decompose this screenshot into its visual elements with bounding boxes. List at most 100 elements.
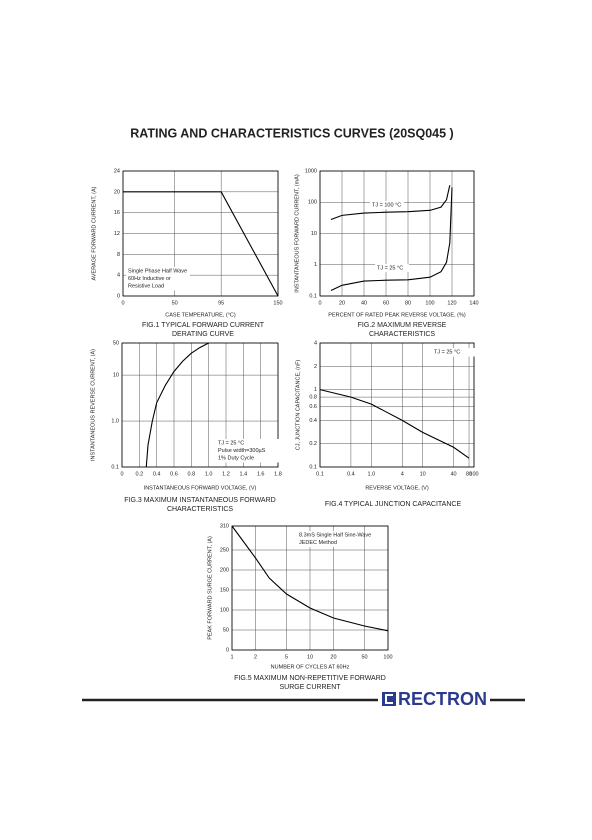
plot-frame <box>231 525 389 651</box>
annotation-bg <box>216 439 280 463</box>
x-axis-label: PERCENT OF RATED PEAK REVERSE VOLTAGE, (… <box>328 312 466 318</box>
plot-frame <box>319 170 475 297</box>
figure-caption: FIG.5 MAXIMUM NON-REPETITIVE FORWARD <box>234 675 386 682</box>
y-tick-label: 0.1 <box>111 464 119 470</box>
x-tick-label: 100 <box>469 471 478 477</box>
x-axis-label: INSTANTANEOUS FORWARD VOLTAGE, (V) <box>144 485 257 491</box>
y-tick-label: 100 <box>308 200 317 206</box>
curve <box>231 525 389 632</box>
plot-frame <box>122 170 279 297</box>
curve <box>330 187 453 291</box>
figure-caption: FIG.4 TYPICAL JUNCTION CAPACITANCE <box>325 501 462 508</box>
x-tick-label: 60 <box>383 300 389 306</box>
page-title: RATING AND CHARACTERISTICS CURVES (20SQ0… <box>130 126 453 140</box>
x-tick-label: 0 <box>318 300 321 306</box>
y-tick-label: 0.4 <box>309 418 317 424</box>
logo-icon-mark <box>385 694 393 704</box>
x-tick-label: 1 <box>230 654 233 660</box>
annotation-bg <box>432 348 496 357</box>
y-tick-label: 20 <box>114 189 120 195</box>
y-tick-label: 4 <box>117 273 120 279</box>
annotation-bg <box>126 267 190 291</box>
figure-caption: CHARACTERISTICS <box>369 331 435 338</box>
curve <box>123 191 279 297</box>
series-label: TJ = 25 °C <box>377 265 403 271</box>
y-tick-label: 8 <box>117 252 120 258</box>
annotation: Single Phase Half Wave <box>128 268 187 274</box>
y-axis-label: INSTANTANEOUS REVERSE CURRENT, (A) <box>90 349 96 461</box>
y-tick-label: 24 <box>114 168 120 174</box>
x-tick-label: 50 <box>172 300 178 306</box>
y-tick-label: 50 <box>223 627 229 633</box>
y-tick-label: 200 <box>220 567 229 573</box>
y-tick-label: 0.1 <box>309 464 317 470</box>
curve <box>145 342 209 468</box>
y-tick-label: 0 <box>117 293 120 299</box>
y-tick-label: 1 <box>314 262 317 268</box>
x-tick-label: 95 <box>218 300 224 306</box>
y-tick-label: 1.0 <box>111 419 119 425</box>
annotation: Pulse width=300µS <box>218 448 266 454</box>
x-tick-label: 4 <box>401 471 404 477</box>
x-tick-label: 50 <box>361 654 367 660</box>
x-tick-label: 40 <box>451 471 457 477</box>
y-axis-label: AVERAGE FORWARD CURRENT, (A) <box>91 186 97 280</box>
x-tick-label: 1.4 <box>240 471 248 477</box>
label-bg <box>370 201 404 209</box>
x-tick-label: 1.0 <box>205 471 213 477</box>
x-tick-label: 40 <box>361 300 367 306</box>
y-axis-label: INSTANTANEOUS FORWARD CURRENT, (mA) <box>294 174 300 293</box>
y-axis-label: PEAK FORWARD SURGE CURRENT, (A) <box>207 536 213 640</box>
annotation: TJ = 25 °C <box>434 349 460 355</box>
y-axis-label: CJ, JUNCTION CAPACITANCE, (nF) <box>295 360 301 451</box>
y-tick-label: 0 <box>226 647 229 653</box>
x-tick-label: 2 <box>254 654 257 660</box>
y-tick-label: 310 <box>220 523 229 529</box>
x-axis-label: NUMBER OF CYCLES AT 60Hz <box>271 664 350 670</box>
y-tick-label: 10 <box>311 231 317 237</box>
y-tick-label: 1000 <box>305 168 317 174</box>
y-tick-label: 100 <box>220 607 229 613</box>
series-label: TJ = 100 °C <box>372 202 401 208</box>
x-tick-label: 0.2 <box>136 471 144 477</box>
y-tick-label: 16 <box>114 210 120 216</box>
curve <box>319 389 470 459</box>
x-tick-label: 10 <box>307 654 313 660</box>
x-axis-label: REVERSE VOLTAGE, (V) <box>365 485 429 491</box>
y-tick-label: 2 <box>314 364 317 370</box>
annotation-bg <box>297 531 361 547</box>
x-tick-label: 0 <box>120 471 123 477</box>
x-tick-label: 0.1 <box>316 471 324 477</box>
annotation: Resistive Load <box>128 283 164 289</box>
label-bg <box>375 264 409 272</box>
x-tick-label: 0.8 <box>188 471 196 477</box>
figure-caption: DERATING CURVE <box>172 331 234 338</box>
figure-caption: CHARACTERISTICS <box>167 506 233 513</box>
plot-frame <box>121 342 279 468</box>
y-tick-label: 0.2 <box>309 441 317 447</box>
x-tick-label: 120 <box>447 300 456 306</box>
brand-name: RECTRON <box>398 689 487 709</box>
annotation: 60Hz Inductive or <box>128 276 171 282</box>
y-tick-label: 4 <box>314 340 317 346</box>
x-tick-label: 140 <box>469 300 478 306</box>
y-tick-label: 250 <box>220 547 229 553</box>
y-tick-label: 150 <box>220 587 229 593</box>
x-tick-label: 1.8 <box>274 471 282 477</box>
x-tick-label: 0 <box>121 300 124 306</box>
x-tick-label: 80 <box>405 300 411 306</box>
x-tick-label: 5 <box>285 654 288 660</box>
x-tick-label: 20 <box>330 654 336 660</box>
x-tick-label: 80 <box>466 471 472 477</box>
annotation: 8.3mS Single Half Sine-Wave <box>299 532 371 538</box>
figure-caption: FIG.3 MAXIMUM INSTANTANEOUS FORWARD <box>124 497 275 504</box>
annotation: JEDEC Method <box>299 540 337 546</box>
y-tick-label: 0.6 <box>309 404 317 410</box>
x-tick-label: 10 <box>420 471 426 477</box>
x-tick-label: 20 <box>339 300 345 306</box>
figure-caption: FIG.2 MAXIMUM REVERSE <box>358 322 447 329</box>
plot-frame <box>319 342 475 468</box>
curve <box>330 185 451 221</box>
annotation: 1% Duty Cycle <box>218 455 254 461</box>
